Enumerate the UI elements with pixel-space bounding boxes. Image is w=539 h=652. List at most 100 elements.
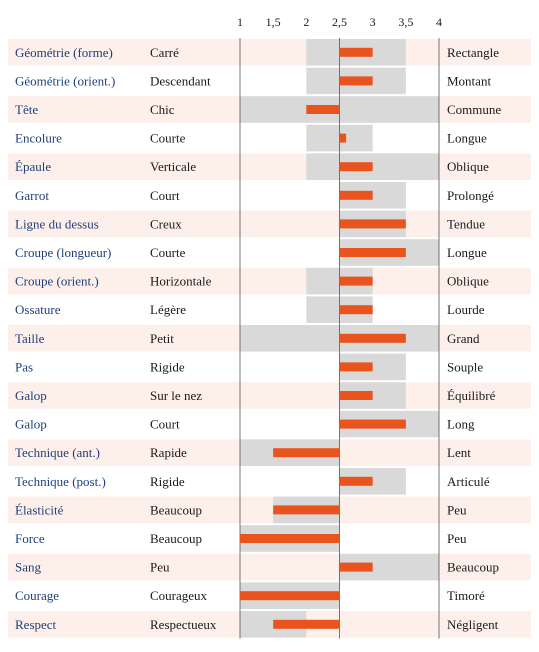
trait-label: Ligne du dessus: [15, 216, 99, 231]
high-label: Rectangle: [447, 45, 499, 60]
high-label: Lent: [447, 445, 471, 460]
scale-ticks: 1 1,5 2 2,5 3 3,5 4: [237, 15, 442, 29]
trait-label: Respect: [15, 617, 57, 632]
high-label: Commune: [447, 102, 501, 117]
trait-label: Technique (post.): [15, 474, 106, 489]
low-label: Peu: [150, 560, 170, 575]
low-label: Chic: [150, 102, 175, 117]
high-label: Équilibré: [447, 388, 496, 403]
trait-label: Croupe (longueur): [15, 245, 111, 260]
row-labels: Géométrie (forme) Carré Rectangle Géométrie…: [15, 45, 501, 632]
high-label: Prolongé: [447, 188, 494, 203]
low-label: Sur le nez: [150, 388, 202, 403]
mean-bars: [240, 47, 406, 629]
row-band: [8, 496, 531, 524]
trait-label: Géométrie (orient.): [15, 73, 115, 88]
mean-bar: [339, 562, 373, 572]
row-band: [8, 39, 531, 66]
trait-label: Encolure: [15, 131, 62, 146]
mean-bar: [339, 248, 406, 257]
trait-label: Pas: [15, 359, 33, 374]
low-label: Courageux: [150, 588, 208, 603]
low-label: Courte: [150, 131, 186, 146]
mean-bar: [306, 105, 340, 114]
trait-label: Galop: [15, 417, 47, 432]
high-label: Longue: [447, 131, 487, 146]
tick-label: 1,5: [266, 15, 281, 29]
low-label: Petit: [150, 331, 174, 346]
row-band: [8, 153, 531, 180]
mean-bar: [273, 505, 340, 515]
mean-bar: [339, 391, 373, 400]
high-label: Articulé: [447, 474, 490, 489]
high-label: Oblique: [447, 159, 489, 174]
tick-label: 2: [303, 15, 309, 29]
low-label: Rigide: [150, 359, 185, 374]
mean-bar: [339, 162, 373, 172]
trait-label: Ossature: [15, 302, 61, 317]
mean-bar: [273, 619, 340, 629]
mean-bar: [339, 47, 373, 57]
mean-bar: [339, 190, 373, 200]
low-label: Beaucoup: [150, 502, 202, 517]
mean-bar: [339, 419, 406, 429]
trait-label: Sang: [15, 560, 42, 575]
high-label: Timoré: [447, 588, 485, 603]
mean-bar: [339, 276, 373, 286]
tick-label: 4: [436, 15, 442, 29]
high-label: Grand: [447, 331, 480, 346]
mean-bar: [339, 219, 406, 229]
trait-label: Épaule: [15, 159, 51, 174]
mean-bar: [339, 333, 406, 343]
trait-label: Tête: [15, 102, 38, 117]
trait-label: Courage: [15, 588, 59, 603]
trait-label: Galop: [15, 388, 47, 403]
low-label: Courte: [150, 245, 186, 260]
low-label: Verticale: [150, 159, 196, 174]
mean-bar: [339, 133, 347, 143]
trait-label: Géométrie (forme): [15, 45, 113, 60]
low-label: Descendant: [150, 73, 211, 88]
high-label: Peu: [447, 502, 467, 517]
high-label: Long: [447, 417, 475, 432]
high-label: Peu: [447, 531, 467, 546]
mean-bar: [339, 476, 373, 486]
high-label: Négligent: [447, 617, 499, 632]
row-band: [8, 267, 531, 295]
high-label: Beaucoup: [447, 560, 499, 575]
low-label: Rigide: [150, 474, 185, 489]
mean-bar: [339, 305, 373, 315]
trait-label: Taille: [15, 331, 45, 346]
mean-bar: [240, 591, 340, 601]
low-label: Beaucoup: [150, 531, 202, 546]
low-label: Respectueux: [150, 617, 217, 632]
mean-bar: [240, 534, 340, 543]
tick-label: 1: [237, 15, 243, 29]
tick-label: 3,5: [398, 15, 413, 29]
low-label: Horizontale: [150, 274, 212, 289]
trait-label: Croupe (orient.): [15, 274, 99, 289]
low-label: Court: [150, 417, 180, 432]
high-label: Souple: [447, 359, 483, 374]
mean-bar: [339, 76, 373, 86]
tick-label: 2,5: [332, 15, 347, 29]
mean-bar: [273, 448, 340, 458]
trait-label: Technique (ant.): [15, 445, 100, 460]
high-label: Longue: [447, 245, 487, 260]
row-band: [8, 210, 531, 238]
high-label: Montant: [447, 73, 491, 88]
low-label: Court: [150, 188, 180, 203]
low-label: Carré: [150, 45, 179, 60]
low-label: Légère: [150, 302, 186, 317]
low-label: Creux: [150, 216, 182, 231]
row-band: [8, 382, 531, 409]
high-label: Tendue: [447, 216, 485, 231]
tick-label: 3: [370, 15, 376, 29]
trait-label: Force: [15, 531, 45, 546]
high-label: Oblique: [447, 274, 489, 289]
mean-bar: [339, 362, 373, 372]
high-label: Lourde: [447, 302, 485, 317]
row-band: [8, 553, 531, 581]
trait-label: Élasticité: [15, 502, 64, 517]
